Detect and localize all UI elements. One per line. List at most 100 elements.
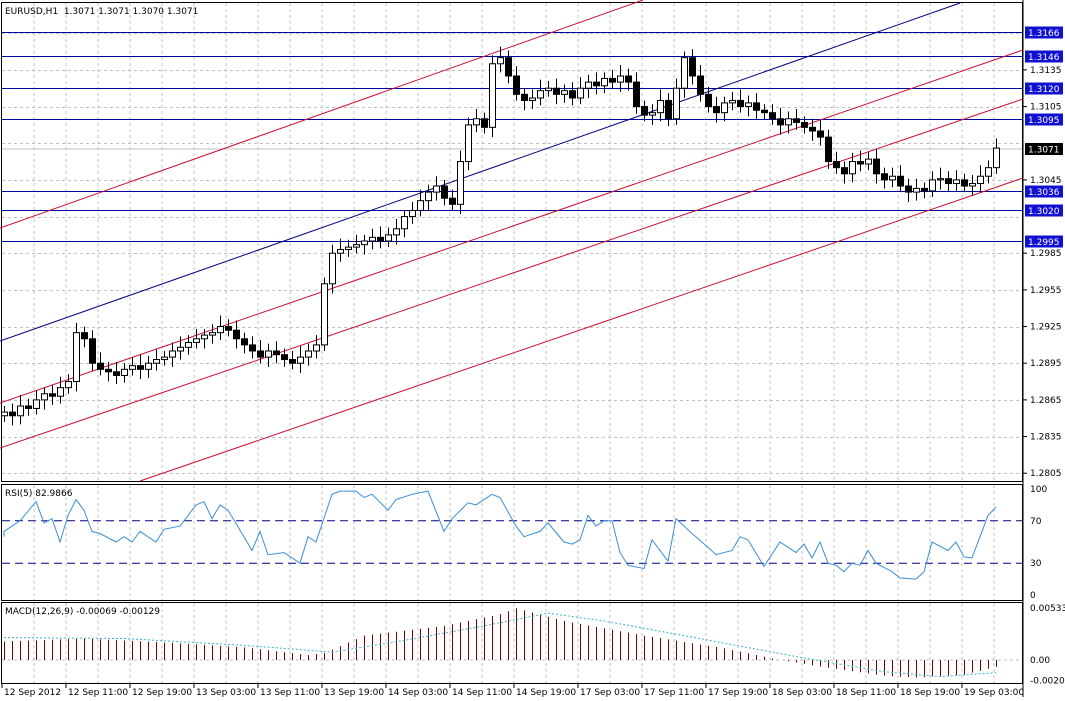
candle-bear [641, 106, 648, 116]
candle-bull [681, 57, 688, 89]
candle-bear [513, 75, 520, 95]
candle-bear [89, 338, 96, 364]
candle-bear [441, 185, 448, 199]
candle-bull [489, 63, 496, 128]
candle-bull [785, 118, 792, 126]
candle-bull [353, 244, 360, 248]
time-label: 18 Sep 03:00 [772, 688, 832, 697]
price-tick-label: 1.3045 [1030, 176, 1062, 186]
grid [2, 3, 1022, 683]
candle-bull [929, 179, 936, 192]
level-price-label: 1.3020 [1028, 207, 1060, 217]
time-label: 17 Sep 03:00 [580, 688, 640, 697]
price-tick-label: 1.2925 [1030, 323, 1062, 333]
level-price-label: 1.3146 [1028, 53, 1060, 63]
candle-bear [449, 197, 456, 205]
channel-line-lower[interactable] [139, 177, 1024, 482]
candle-bull [473, 118, 480, 126]
candle-bear [25, 405, 32, 409]
trend-line-blue[interactable] [0, 2, 961, 342]
candle-bear [905, 185, 912, 193]
candle-bull [129, 365, 136, 370]
candle-bull [217, 326, 224, 334]
candle-bear [553, 87, 560, 95]
candle-bull [673, 87, 680, 120]
level-price-box [1025, 50, 1063, 63]
price-tick-label: 1.2985 [1030, 249, 1062, 259]
time-label: 19 Sep 03:00 [964, 688, 1024, 697]
macd-title: MACD(12,26,9) -0.00069 -0.00129 [5, 607, 160, 617]
candle-bull [385, 234, 392, 242]
candle-bull [985, 167, 992, 177]
candle-bull [953, 179, 960, 185]
time-label: 14 Sep 11:00 [452, 688, 512, 697]
candle-bull [497, 57, 504, 65]
current-price-label: 1.3071 [1028, 146, 1060, 156]
candle-bear [769, 112, 776, 120]
level-price-label: 1.3166 [1028, 29, 1060, 39]
rsi-line [3, 490, 997, 580]
candle-bear [825, 136, 832, 163]
candle-bear [593, 81, 600, 87]
candle-bull [361, 240, 368, 246]
candle-bull [401, 216, 408, 230]
time-label: 13 Sep 19:00 [324, 688, 384, 697]
candle-bear [569, 90, 576, 99]
candle-bear [241, 338, 248, 346]
level-price-label: 1.3095 [1028, 116, 1060, 126]
channel-line-2[interactable] [0, 49, 1024, 404]
rsi-panel[interactable] [1, 484, 1023, 601]
candle-bear [737, 99, 744, 108]
candle-bull [729, 99, 736, 104]
candle-bull [161, 356, 168, 361]
time-label: 18 Sep 11:00 [836, 688, 896, 697]
time-label: 14 Sep 19:00 [516, 688, 576, 697]
candle-bull [617, 75, 624, 83]
candle-bull [17, 405, 24, 417]
candle-bull [265, 350, 272, 358]
channel-line-3[interactable] [0, 98, 1024, 449]
macd-signal-line [3, 612, 997, 678]
time-label: 17 Sep 19:00 [708, 688, 768, 697]
macd-tick-label: 0.00 [1030, 656, 1050, 666]
candle-bull [169, 350, 176, 358]
time-axis: 12 Sep 2012 12 Sep 11:00 12 Sep 19:00 13 Se… [1, 684, 1024, 698]
level-price-box [1025, 82, 1063, 95]
candle-bull [977, 175, 984, 185]
price-tick-label: 1.3135 [1030, 66, 1062, 76]
candle-bull [369, 236, 376, 242]
candle-bull [657, 99, 664, 114]
macd-indicator [2, 608, 1022, 678]
channel-line-upper[interactable] [0, 0, 644, 229]
rsi-axis: 100 70 30 0 [1030, 485, 1047, 601]
level-price-label: 1.2995 [1028, 238, 1060, 248]
horizontal-levels [2, 32, 1022, 242]
candle-bull [201, 334, 208, 340]
candle-bull [313, 344, 320, 352]
candle-bear [873, 158, 880, 175]
rsi-tick-label: 30 [1030, 559, 1042, 569]
candle-bull [865, 158, 872, 165]
candle-bull [465, 124, 472, 163]
candle-bull [425, 191, 432, 202]
candle-bear [9, 411, 16, 417]
candle-bear [713, 106, 720, 114]
candle-bull [321, 283, 328, 346]
candle-bear [257, 350, 264, 358]
candle-bull [121, 368, 128, 376]
time-label: 13 Sep 03:00 [196, 688, 256, 697]
time-label: 14 Sep 03:00 [388, 688, 448, 697]
candle-bear [225, 326, 232, 331]
candle-bear [633, 81, 640, 108]
candle-bull [337, 249, 344, 254]
candle-bear [857, 161, 864, 165]
candle-bull [457, 161, 464, 205]
candle-bear [665, 99, 672, 120]
candle-bull [561, 90, 568, 95]
candle-bull [913, 187, 920, 193]
candle-bear [817, 130, 824, 138]
price-tick-label: 1.2865 [1030, 396, 1062, 406]
level-price-box [1025, 113, 1063, 126]
chart-title: EURUSD,H1 1.3071 1.3071 1.3070 1.3071 [5, 7, 198, 17]
